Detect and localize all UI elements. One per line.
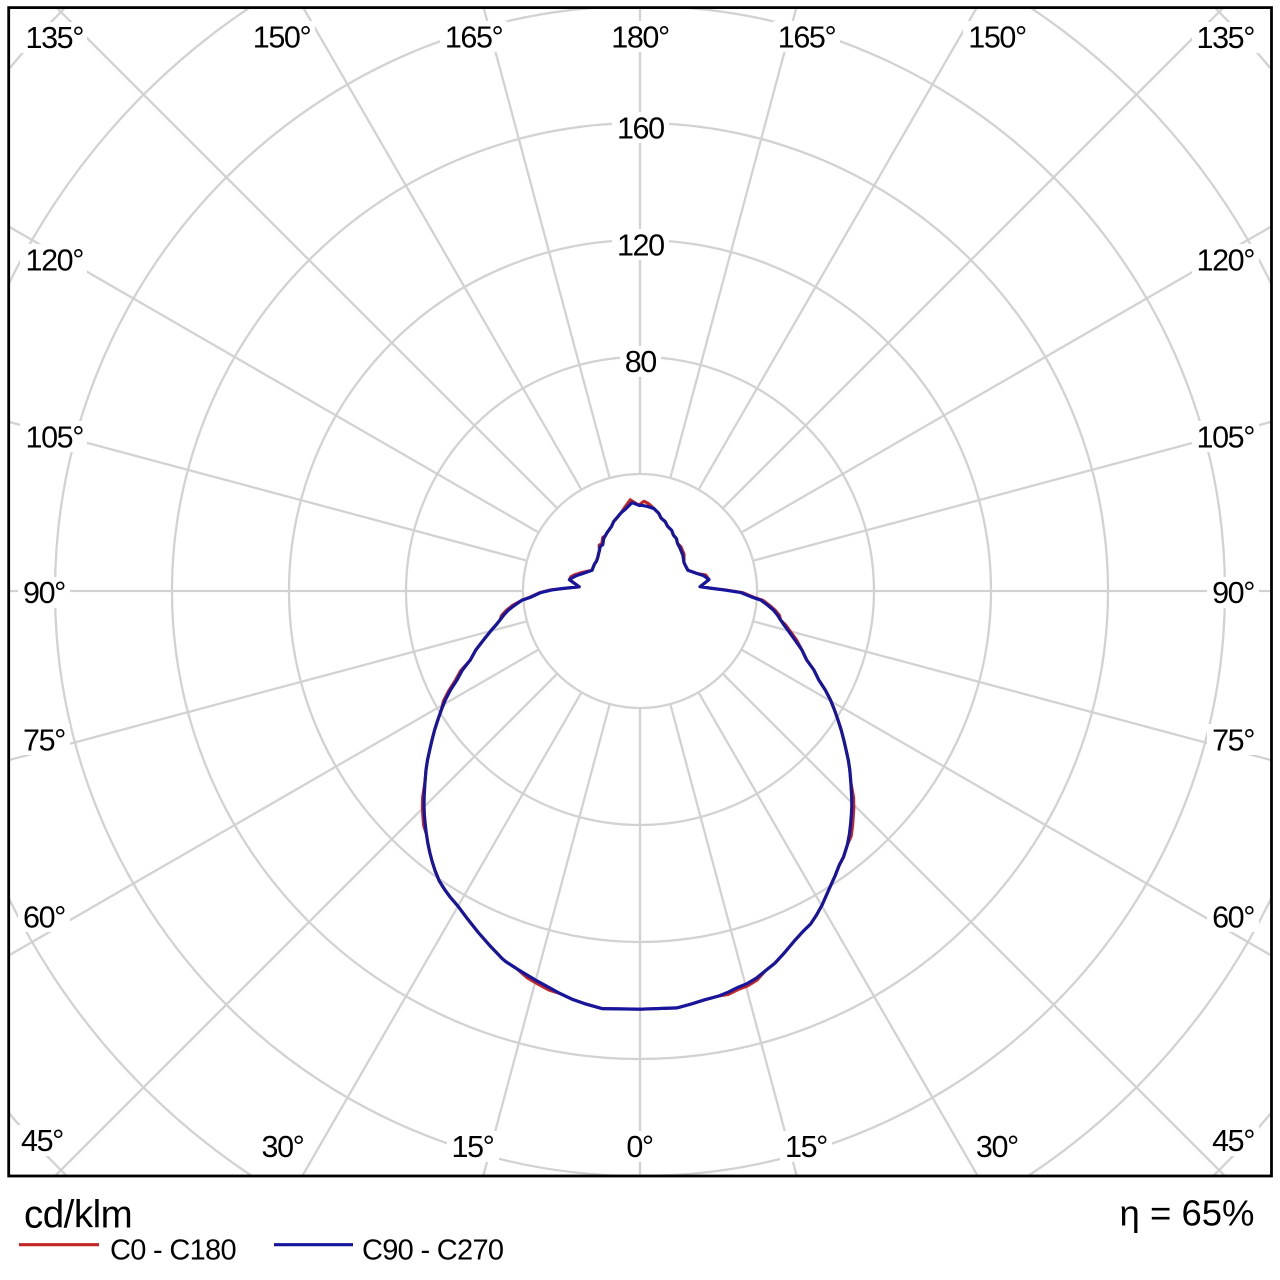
svg-text:165°: 165° — [445, 21, 503, 55]
svg-text:45°: 45° — [1212, 1124, 1254, 1158]
svg-text:165°: 165° — [778, 21, 836, 55]
svg-text:η = 65%: η = 65% — [1120, 1193, 1255, 1234]
svg-text:0°: 0° — [626, 1130, 653, 1164]
svg-text:120°: 120° — [26, 244, 84, 278]
svg-text:75°: 75° — [1212, 724, 1254, 758]
svg-text:75°: 75° — [23, 724, 65, 758]
svg-text:150°: 150° — [253, 21, 311, 55]
svg-text:135°: 135° — [26, 21, 84, 55]
svg-text:80: 80 — [625, 345, 657, 379]
svg-text:60°: 60° — [23, 901, 65, 935]
svg-text:15°: 15° — [785, 1130, 827, 1164]
svg-text:30°: 30° — [262, 1130, 304, 1164]
svg-text:cd/klm: cd/klm — [24, 1194, 132, 1237]
svg-text:135°: 135° — [1197, 21, 1255, 55]
svg-text:C0 - C180: C0 - C180 — [110, 1235, 236, 1267]
svg-text:150°: 150° — [968, 21, 1026, 55]
svg-text:15°: 15° — [452, 1130, 494, 1164]
svg-text:160: 160 — [617, 112, 664, 146]
svg-text:60°: 60° — [1212, 901, 1254, 935]
svg-text:90°: 90° — [23, 576, 65, 610]
svg-text:C90 - C270: C90 - C270 — [362, 1235, 503, 1267]
svg-text:105°: 105° — [1197, 421, 1255, 455]
svg-text:30°: 30° — [976, 1130, 1018, 1164]
svg-text:120°: 120° — [1197, 244, 1255, 278]
svg-text:90°: 90° — [1212, 576, 1254, 610]
svg-text:105°: 105° — [26, 421, 84, 455]
svg-text:45°: 45° — [21, 1124, 63, 1158]
svg-text:120: 120 — [617, 229, 664, 263]
svg-text:180°: 180° — [611, 21, 669, 55]
